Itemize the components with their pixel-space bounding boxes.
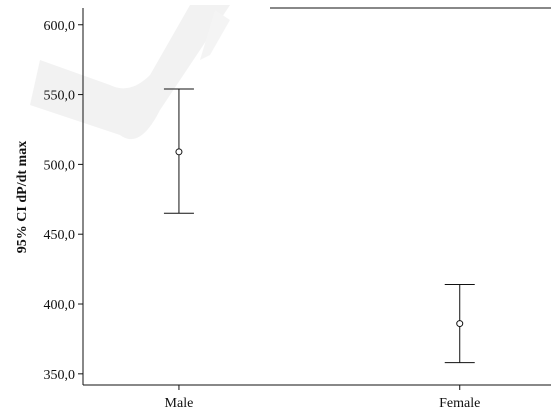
watermark — [30, 5, 230, 140]
y-tick-label: 500,0 — [44, 158, 76, 173]
x-tick-label: Female — [439, 396, 480, 411]
plot-frame — [82, 7, 551, 386]
x-axis-ticks: Male Female — [165, 385, 480, 411]
mean-point — [456, 320, 464, 328]
y-tick-label: 350,0 — [44, 368, 76, 383]
y-tick-label: 400,0 — [44, 298, 76, 313]
y-tick-label: 450,0 — [44, 228, 76, 243]
x-tick-label: Male — [165, 396, 194, 411]
y-tick-label: 550,0 — [44, 89, 76, 104]
mean-point — [175, 148, 183, 156]
y-tick-label: 600,0 — [44, 19, 76, 34]
y-axis-title: 95% CI dP/dt max — [15, 141, 30, 253]
error-bar-marks — [163, 88, 475, 364]
y-axis-ticks: 350,0 400,0 450,0 500,0 550,0 600,0 — [44, 19, 83, 383]
